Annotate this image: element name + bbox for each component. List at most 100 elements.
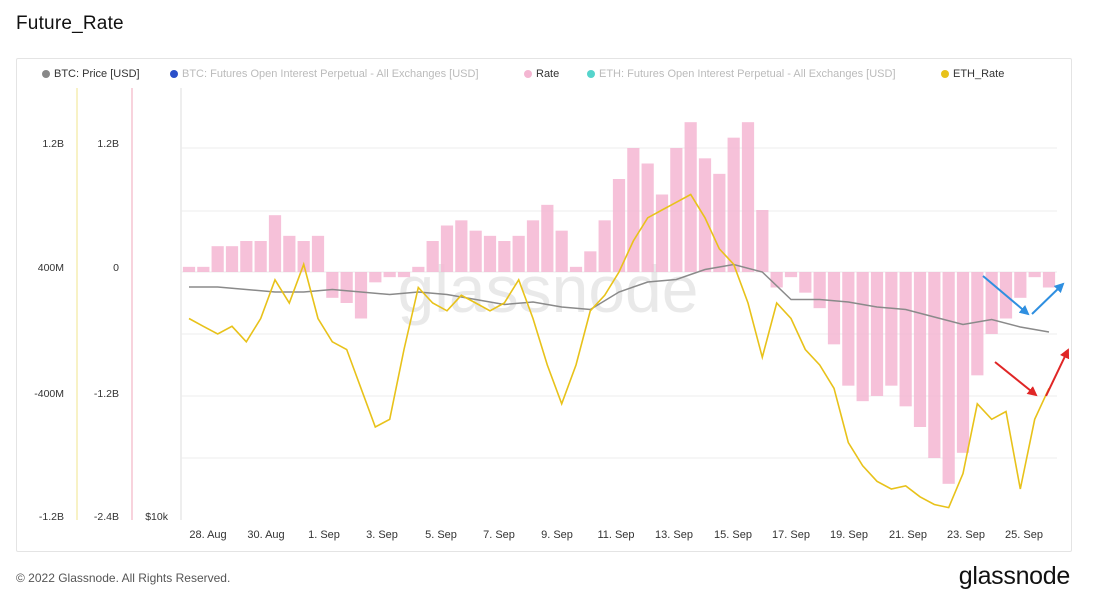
rate-bar <box>526 220 540 272</box>
legend-label: Rate <box>536 68 560 80</box>
rate-bar <box>727 137 740 272</box>
legend-item-btc-price[interactable]: BTC: Price [USD] <box>42 68 140 80</box>
rate-bar <box>412 266 425 272</box>
x-axis-tick: 9. Sep <box>541 529 573 541</box>
rate-bar <box>899 272 912 407</box>
rate-bar <box>971 272 984 376</box>
x-axis-tick: 13. Sep <box>655 529 693 541</box>
rate-bar <box>569 266 583 272</box>
rate-bar <box>1014 272 1027 298</box>
x-axis-tick: 30. Aug <box>247 529 284 541</box>
rate-bar <box>856 272 869 402</box>
rate-bar <box>369 272 382 283</box>
rate-bar <box>655 194 669 272</box>
legend-dot-icon <box>170 70 178 78</box>
rate-bar <box>612 179 626 272</box>
rate-axis-tick: -2.4B <box>94 511 119 523</box>
legend-dot-icon <box>941 70 949 78</box>
rate-bar <box>268 215 282 272</box>
red-arrow-up <box>1045 348 1070 397</box>
eth-axis-tick: 1.2B <box>42 138 64 150</box>
chart-legend: BTC: Price [USD] BTC: Futures Open Inter… <box>0 68 1110 86</box>
legend-item-eth-open-interest[interactable]: ETH: Futures Open Interest Perpetual - A… <box>587 68 896 80</box>
rate-bar <box>483 235 497 272</box>
legend-dot-icon <box>42 70 50 78</box>
rate-bar <box>885 272 898 386</box>
rate-bar <box>870 272 884 396</box>
legend-label: ETH: Futures Open Interest Perpetual - A… <box>599 68 896 80</box>
rate-bar <box>627 148 640 272</box>
rate-bar <box>713 173 726 272</box>
rate-bar <box>1042 272 1056 288</box>
legend-label: BTC: Futures Open Interest Perpetual - A… <box>182 68 479 80</box>
eth-axis-tick: -400M <box>34 388 64 400</box>
btc-price-line <box>189 263 1050 333</box>
rate-bar <box>297 241 310 272</box>
rate-bar <box>756 210 769 272</box>
rate-bar <box>225 246 239 272</box>
rate-bar <box>913 272 927 427</box>
x-axis-tick: 11. Sep <box>597 529 634 541</box>
rate-bar <box>182 266 196 272</box>
rate-bar <box>698 158 712 272</box>
rate-bar <box>354 272 368 319</box>
rate-bar <box>440 225 454 272</box>
rate-bar <box>555 230 568 272</box>
x-axis-tick: 7. Sep <box>483 529 515 541</box>
x-axis-tick: 15. Sep <box>714 529 752 541</box>
rate-bar <box>942 272 955 484</box>
x-axis-tick: 21. Sep <box>889 529 927 541</box>
rate-bar <box>827 272 841 345</box>
legend-item-btc-open-interest[interactable]: BTC: Futures Open Interest Perpetual - A… <box>170 68 479 80</box>
rate-bar <box>426 241 439 272</box>
rate-bar <box>211 246 224 272</box>
rate-bar <box>598 220 611 272</box>
rate-bar <box>311 235 325 272</box>
x-axis-tick: 25. Sep <box>1005 529 1043 541</box>
x-axis-tick: 17. Sep <box>772 529 810 541</box>
rate-bar <box>254 241 267 272</box>
x-axis-tick: 28. Aug <box>189 529 226 541</box>
rate-bar <box>956 272 970 453</box>
x-axis-tick: 23. Sep <box>947 529 985 541</box>
eth-rate-line <box>188 193 1050 509</box>
rate-bar <box>455 220 468 272</box>
x-axis-tick: 3. Sep <box>366 529 398 541</box>
x-axis-tick: 5. Sep <box>425 529 457 541</box>
rate-bar <box>469 230 482 272</box>
brand-logo: glassnode <box>958 562 1071 590</box>
rate-bar <box>670 148 683 272</box>
rate-bar <box>799 272 812 293</box>
rate-bar <box>985 272 998 334</box>
legend-label: BTC: Price [USD] <box>54 68 140 80</box>
rate-bar <box>784 272 798 278</box>
eth-axis-tick: 400M <box>38 262 64 274</box>
rate-bar <box>326 272 339 298</box>
eth-axis-tick: -1.2B <box>39 511 64 523</box>
price-axis-tick: $10k <box>145 511 169 523</box>
page-title: Future_Rate <box>16 13 124 34</box>
rate-bar <box>240 241 253 272</box>
rate-bar <box>813 272 826 309</box>
rate-bar <box>498 241 511 272</box>
rate-bar <box>340 272 353 303</box>
rate-bar <box>842 272 855 386</box>
blue-arrow-down <box>982 275 1030 316</box>
rate-bar <box>684 122 697 273</box>
legend-dot-icon <box>524 70 532 78</box>
copyright-text: © 2022 Glassnode. All Rights Reserved. <box>16 571 231 585</box>
rate-bar <box>283 235 296 272</box>
legend-item-eth-rate[interactable]: ETH_Rate <box>941 68 1004 80</box>
rate-bar <box>383 272 396 278</box>
rate-axis-tick: 0 <box>113 262 119 274</box>
blue-arrow-up <box>1031 282 1065 315</box>
legend-dot-icon <box>587 70 595 78</box>
x-axis-tick: 19. Sep <box>830 529 868 541</box>
legend-label: ETH_Rate <box>953 68 1005 80</box>
rate-axis-tick: -1.2B <box>94 388 119 400</box>
red-arrow-down <box>994 361 1038 397</box>
rate-bar <box>928 272 941 458</box>
rate-bar <box>741 122 755 273</box>
legend-item-rate[interactable]: Rate <box>524 68 559 80</box>
